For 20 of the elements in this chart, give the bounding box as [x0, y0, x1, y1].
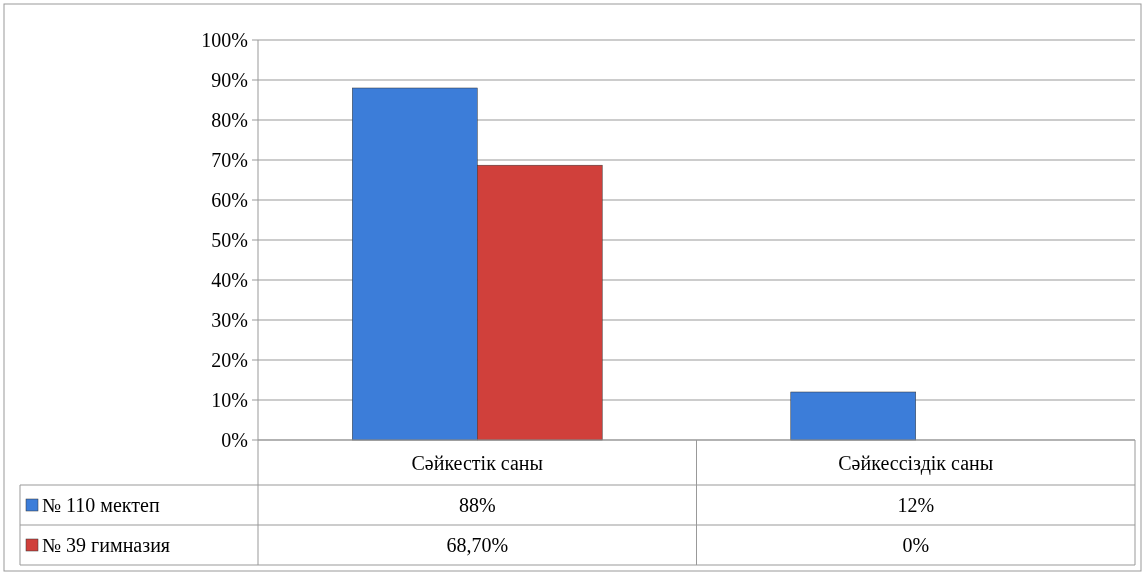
y-tick-label: 70% — [211, 149, 248, 171]
y-tick-label: 90% — [211, 69, 248, 91]
y-tick-label: 20% — [211, 349, 248, 371]
data-label: 68,70% — [446, 534, 509, 556]
x-tick-label: Сәйкестік саны — [411, 451, 544, 474]
legend-label: № 39 гимназия — [42, 534, 171, 556]
data-label: 12% — [897, 494, 935, 516]
y-tick-label: 40% — [211, 269, 248, 291]
y-tick-label: 80% — [211, 109, 248, 131]
x-tick-label: Сәйкессіздік саны — [838, 451, 994, 475]
y-tick-label: 50% — [211, 229, 248, 251]
data-label: 0% — [902, 534, 930, 556]
bar — [790, 391, 916, 441]
data-label: 88% — [458, 494, 496, 516]
y-tick-label: 60% — [211, 189, 248, 211]
y-tick-label: 10% — [211, 389, 248, 411]
legend-label: № 110 мектеп — [42, 494, 160, 516]
y-tick-label: 30% — [211, 309, 248, 331]
y-tick-label: 100% — [201, 29, 248, 51]
y-tick-label: 0% — [221, 429, 248, 451]
